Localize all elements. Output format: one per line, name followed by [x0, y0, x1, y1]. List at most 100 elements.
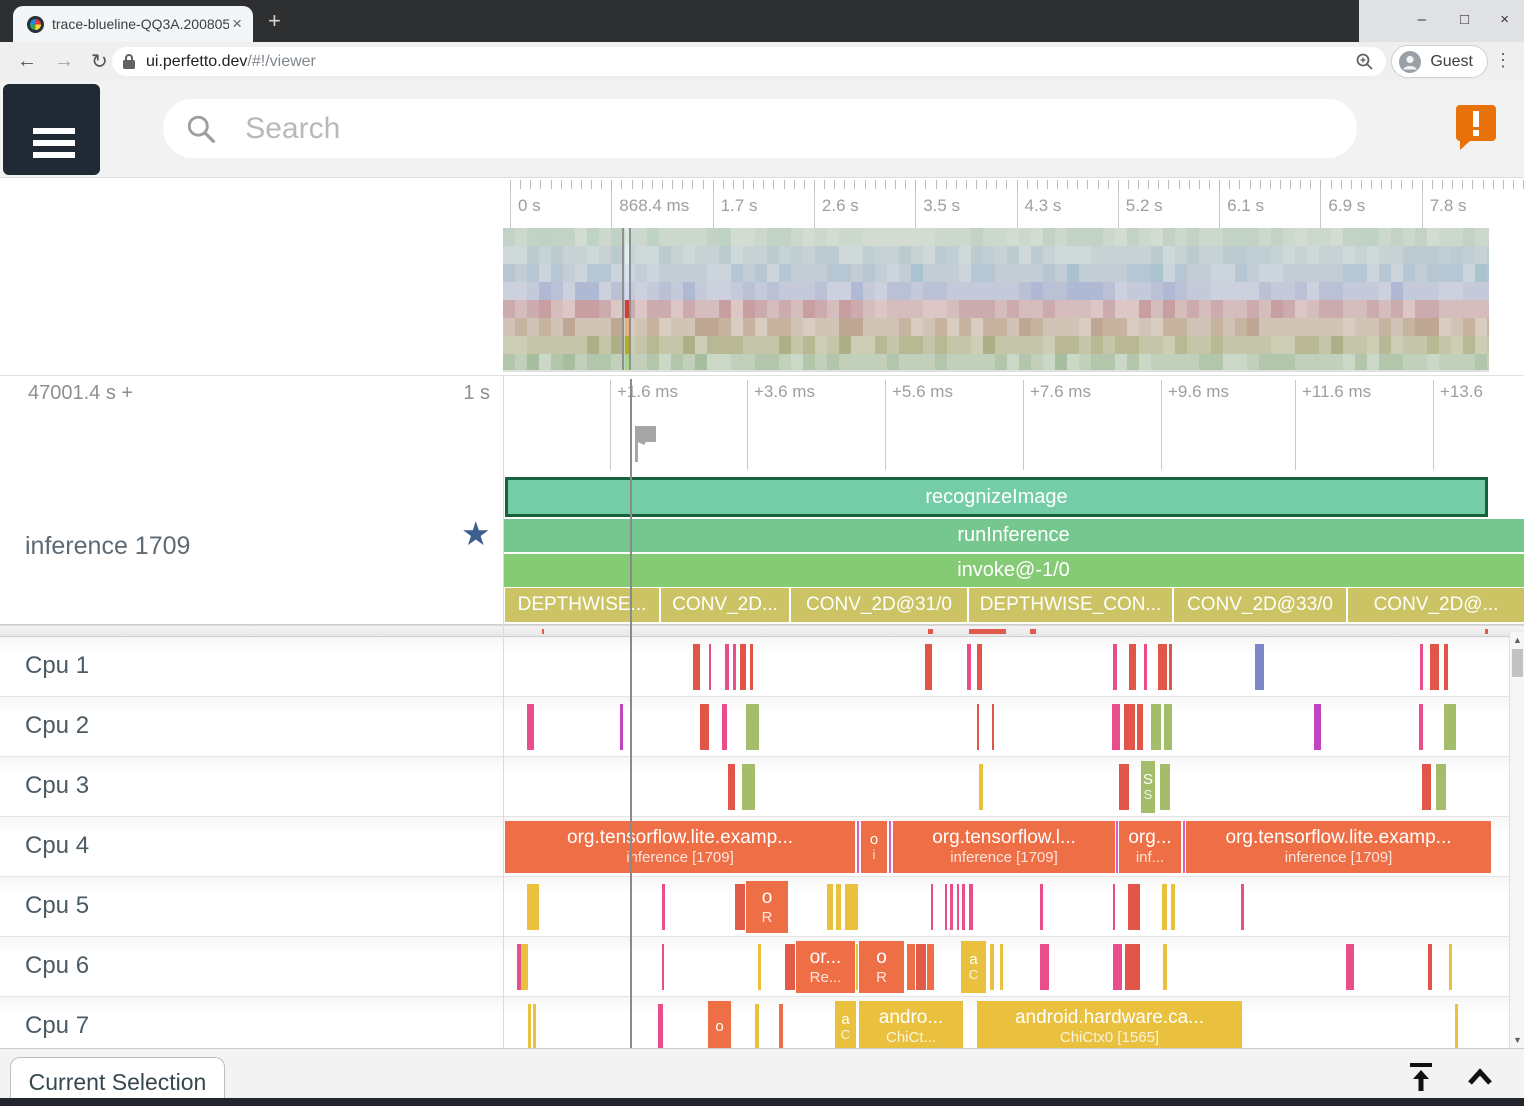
minimize-button[interactable]: –	[1417, 11, 1426, 28]
scheduler-slice[interactable]	[725, 644, 729, 690]
forward-button[interactable]: →	[54, 50, 74, 72]
maximize-button[interactable]: □	[1459, 11, 1469, 28]
scheduler-slice[interactable]	[977, 704, 979, 750]
scheduler-slice[interactable]	[1162, 884, 1167, 930]
scheduler-slice[interactable]	[889, 821, 891, 873]
cpu-track-lane[interactable]	[503, 637, 1508, 697]
scheduler-slice[interactable]	[1113, 644, 1117, 690]
scheduler-slice[interactable]: org.tensorflow.lite.examp... inference [1…	[1186, 821, 1491, 873]
scheduler-slice[interactable]	[957, 884, 959, 930]
scheduler-slice[interactable]	[1419, 704, 1423, 750]
scheduler-slice[interactable]	[1113, 884, 1115, 930]
scheduler-slice[interactable]	[742, 764, 755, 810]
scheduler-slice[interactable]	[740, 644, 746, 690]
flag-marker-icon[interactable]	[632, 424, 662, 464]
scheduler-slice[interactable]	[827, 884, 833, 930]
scrollbar-thumb[interactable]	[1512, 649, 1523, 677]
scheduler-slice[interactable]	[750, 644, 753, 690]
search-bar[interactable]	[163, 99, 1357, 158]
sidebar-menu-button[interactable]	[3, 84, 100, 175]
browser-menu-icon[interactable]: ⋮	[1494, 50, 1512, 70]
cpu-track-lane[interactable]: org.tensorflow.lite.examp... inference [1…	[503, 817, 1508, 877]
scheduler-slice[interactable]	[1040, 944, 1049, 990]
timeline-slice[interactable]: CONV_2D...	[661, 588, 789, 622]
scheduler-slice[interactable]	[733, 644, 736, 690]
time-offset-ruler[interactable]: +1.6 ms +3.6 ms +5.6 ms +7.6 ms +9.6 ms +11.6…	[503, 376, 1524, 471]
scheduler-slice[interactable]	[1346, 944, 1354, 990]
close-window-button[interactable]: ×	[1500, 11, 1509, 28]
scheduler-slice[interactable]	[528, 1004, 531, 1048]
page-zoom-icon[interactable]	[1355, 52, 1374, 71]
scheduler-slice[interactable]	[962, 884, 965, 930]
scheduler-slice[interactable]	[950, 884, 953, 930]
scheduler-slice[interactable]	[662, 884, 665, 930]
scheduler-slice[interactable]	[1144, 644, 1147, 690]
timeline-slice[interactable]: DEPTHWISE_CON...	[969, 588, 1172, 622]
scheduler-slice[interactable]	[1164, 704, 1172, 750]
scheduler-slice[interactable]	[836, 884, 841, 930]
scheduler-slice[interactable]	[1160, 764, 1170, 810]
scheduler-slice[interactable]	[1171, 884, 1175, 930]
scheduler-slice[interactable]	[1163, 944, 1167, 990]
scheduler-slice[interactable]	[979, 764, 983, 810]
timeline-ruler[interactable]: 0 s 868.4 ms 1.7 s 2.6 s 3.5 s 4.3 s 5.2 s 6.1 …	[503, 180, 1524, 228]
scheduler-slice[interactable]	[521, 944, 528, 990]
scheduler-slice[interactable]	[1116, 821, 1118, 873]
scheduler-slice[interactable]	[527, 704, 534, 750]
trace-overview-minimap[interactable]	[503, 228, 1489, 372]
scheduler-slice[interactable]	[967, 644, 971, 690]
scheduler-slice[interactable]	[1113, 944, 1122, 990]
scheduler-slice[interactable]	[927, 944, 934, 990]
scheduler-slice[interactable]	[856, 944, 858, 990]
scheduler-slice[interactable]: android.hardware.ca... ChiCtx0 [1565]	[977, 1001, 1242, 1048]
scheduler-slice[interactable]	[945, 884, 947, 930]
scheduler-slice[interactable]	[785, 944, 795, 990]
scheduler-slice[interactable]	[700, 704, 709, 750]
star-icon[interactable]: ★	[461, 515, 491, 552]
timeline-slice[interactable]: DEPTHWISE...	[505, 588, 659, 622]
scheduler-slice[interactable]: org.tensorflow.l... inference [1709]	[893, 821, 1115, 873]
scroll-down-icon[interactable]: ▼	[1513, 1035, 1522, 1045]
scheduler-slice[interactable]	[620, 704, 623, 750]
cpu-track-lane[interactable]: or... Re... o R a C	[503, 937, 1508, 997]
scheduler-slice[interactable]	[1040, 884, 1043, 930]
scheduler-slice[interactable]: org... inf...	[1119, 821, 1181, 873]
scheduler-slice[interactable]	[1449, 944, 1452, 990]
scroll-up-icon[interactable]: ▲	[1513, 635, 1522, 645]
scheduler-slice[interactable]	[527, 884, 539, 930]
scheduler-slice[interactable]	[931, 884, 933, 930]
scheduler-slice[interactable]	[845, 884, 858, 930]
scheduler-slice[interactable]	[1444, 644, 1448, 690]
scheduler-slice[interactable]	[755, 1004, 759, 1048]
scheduler-slice[interactable]	[735, 884, 745, 930]
scheduler-slice[interactable]	[907, 944, 915, 990]
scheduler-slice[interactable]	[857, 821, 859, 873]
back-button[interactable]: ←	[17, 50, 37, 72]
scheduler-slice[interactable]: or... Re...	[796, 941, 855, 993]
scheduler-slice[interactable]	[1169, 644, 1172, 690]
search-input[interactable]	[245, 111, 1335, 146]
timeline-slice[interactable]: invoke@-1/0	[503, 554, 1524, 587]
scheduler-slice[interactable]: andro... ChiCt...	[859, 1001, 963, 1048]
scheduler-slice[interactable]	[969, 884, 973, 930]
scheduler-slice[interactable]: org.tensorflow.lite.examp... inference [1…	[505, 821, 855, 873]
scheduler-slice[interactable]	[779, 1004, 783, 1048]
error-feedback-icon[interactable]	[1455, 103, 1497, 151]
scheduler-slice[interactable]	[1420, 644, 1423, 690]
scheduler-slice[interactable]	[990, 944, 994, 990]
expand-panel-to-top-button[interactable]	[1403, 1059, 1439, 1095]
scheduler-slice[interactable]	[1158, 644, 1167, 690]
scheduler-slice[interactable]	[662, 944, 664, 990]
inference-track-lane[interactable]: recognizeImage runInference invoke@-1/0 DEP…	[503, 470, 1524, 625]
scheduler-slice[interactable]	[728, 764, 735, 810]
tab-current-selection[interactable]: Current Selection	[10, 1057, 225, 1106]
browser-tab[interactable]: trace-blueline-QQ3A.200805 ×	[13, 6, 253, 42]
scheduler-slice[interactable]	[1422, 764, 1431, 810]
scheduler-slice[interactable]	[1125, 944, 1140, 990]
